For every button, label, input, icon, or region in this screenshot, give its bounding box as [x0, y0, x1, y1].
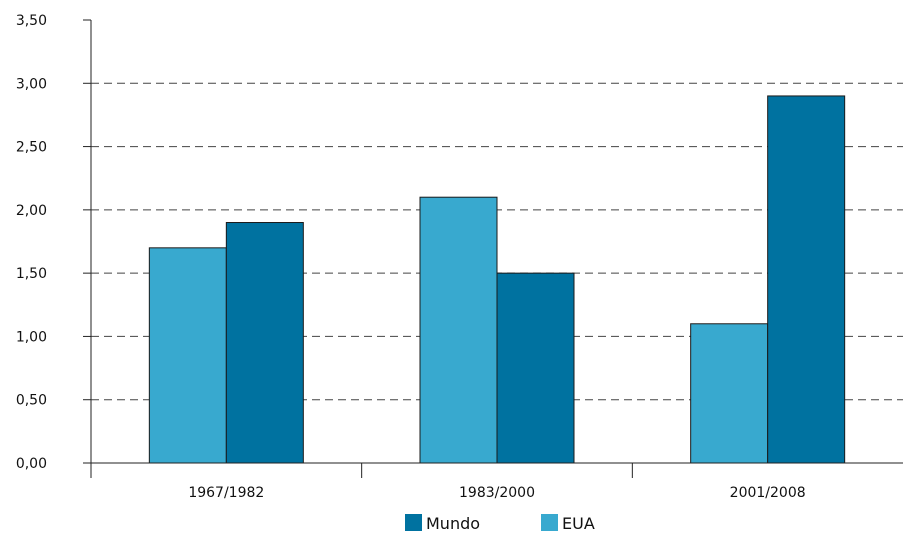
bar-eua [419, 196, 498, 464]
x-tick-label: 1983/2000 [459, 485, 535, 501]
y-tick-label: 1,50 [16, 266, 47, 282]
y-tick-label: 0,00 [16, 456, 47, 472]
bar-mundo [225, 222, 304, 464]
legend-label-eua: EUA [562, 514, 595, 533]
y-tick-label: 2,50 [16, 140, 47, 156]
legend-label-mundo: Mundo [426, 514, 480, 533]
bar-mundo [496, 272, 575, 464]
legend-swatch-mundo [405, 514, 422, 531]
bars [148, 95, 846, 464]
x-tick-label: 2001/2008 [730, 485, 806, 501]
y-tick-label: 0,50 [16, 393, 47, 409]
x-tick-label: 1967/1982 [188, 485, 264, 501]
y-tick-label: 3,50 [16, 13, 47, 29]
legend-swatch-eua [541, 514, 558, 531]
y-tick-labels: 0,00 0,50 1,00 1,50 2,00 2,50 3,00 3,50 [16, 13, 47, 472]
x-tick-labels: 1967/1982 1983/2000 2001/2008 [188, 485, 805, 501]
axes [83, 19, 903, 478]
y-tick-label: 2,00 [16, 203, 47, 219]
bar-eua [690, 323, 769, 464]
bar-mundo [767, 95, 846, 464]
bar-eua [148, 247, 227, 464]
y-tick-label: 3,00 [16, 76, 47, 92]
y-tick-label: 1,00 [16, 329, 47, 345]
legend: Mundo EUA [405, 514, 595, 533]
